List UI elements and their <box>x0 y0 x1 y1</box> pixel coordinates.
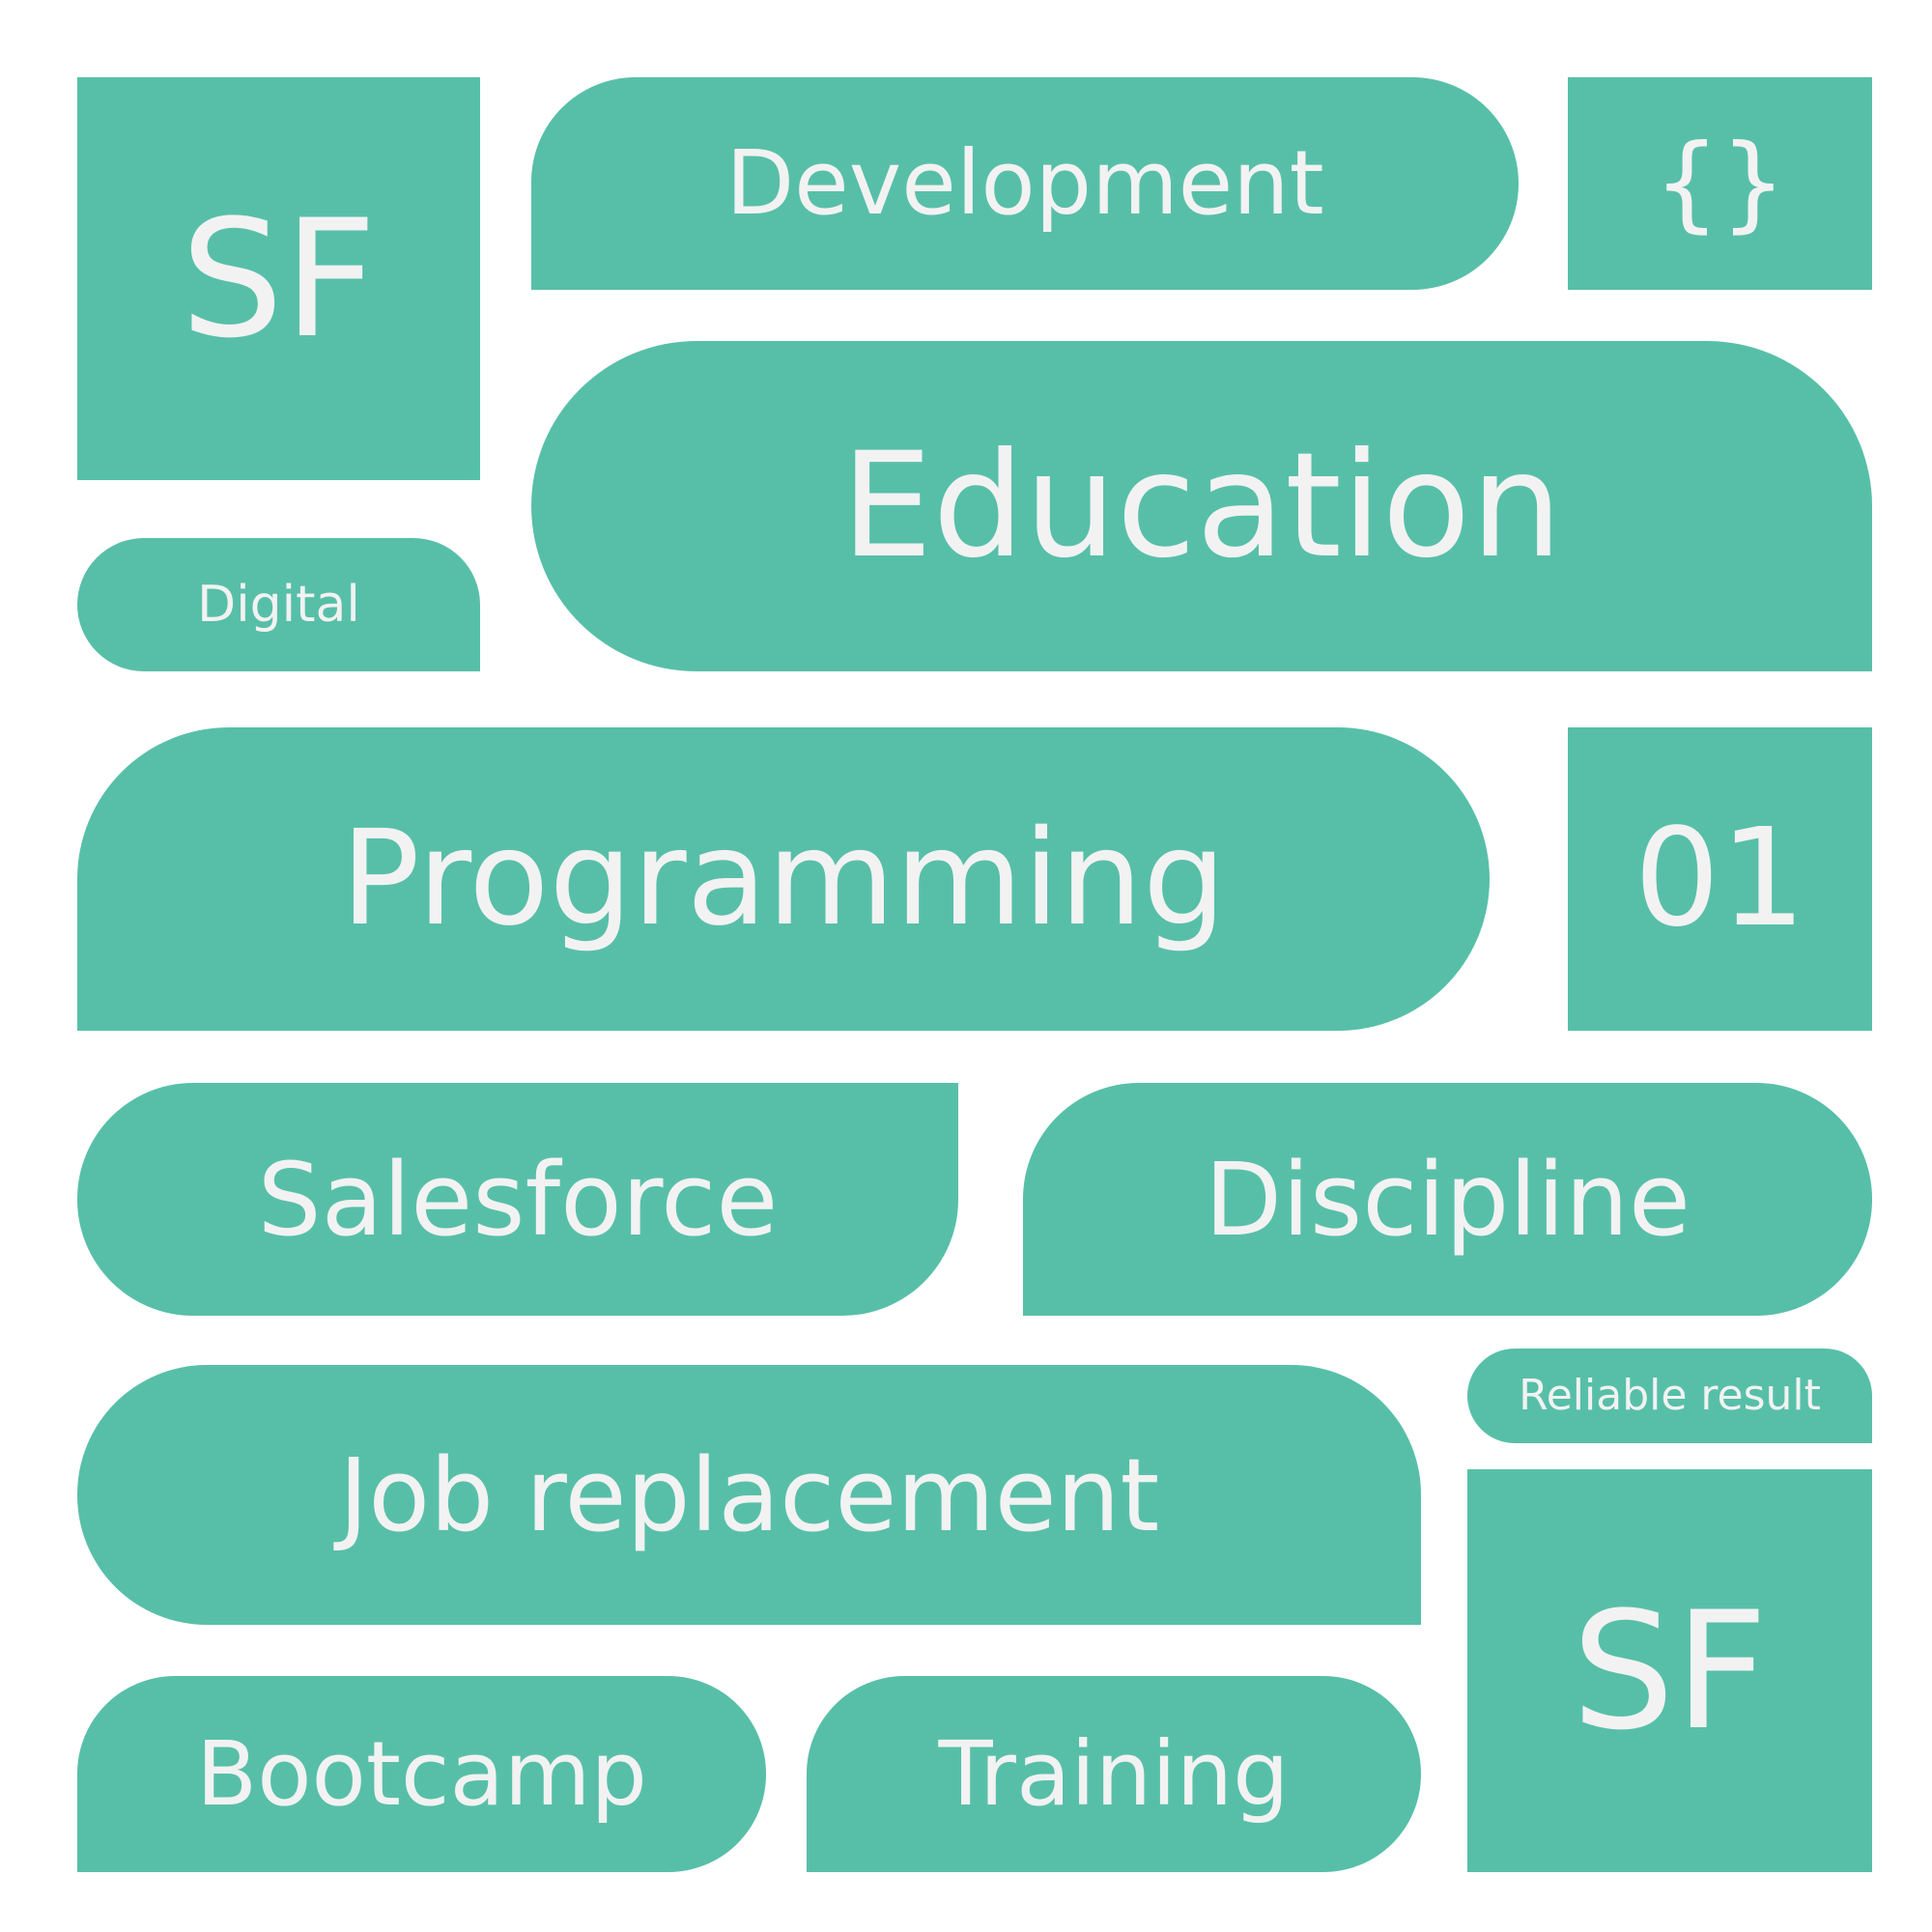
development-label: Development <box>725 131 1324 235</box>
number-label: 01 <box>1634 800 1806 957</box>
development-tile: Development <box>531 77 1519 290</box>
programming-tile: Programming <box>77 727 1490 1031</box>
job-replacement-tile: Job replacement <box>77 1365 1421 1625</box>
sf-logo-tile-top: SF <box>77 77 480 480</box>
curly-braces-icon: {} <box>1653 123 1787 243</box>
sf-logo-text-bottom: SF <box>1571 1576 1769 1766</box>
reliable-result-tile: Reliable result <box>1467 1349 1872 1443</box>
digital-tile: Digital <box>77 538 480 671</box>
digital-label: Digital <box>197 576 360 634</box>
training-tile: Training <box>807 1676 1421 1872</box>
sf-logo-tile-bottom: SF <box>1467 1469 1872 1872</box>
discipline-label: Discipline <box>1205 1140 1690 1259</box>
curly-braces-tile: {} <box>1568 77 1872 290</box>
salesforce-label: Salesforce <box>257 1140 779 1259</box>
salesforce-tile: Salesforce <box>77 1083 958 1316</box>
education-label: Education <box>840 422 1563 590</box>
bootcamp-label: Bootcamp <box>196 1721 647 1826</box>
bootcamp-tile: Bootcamp <box>77 1676 766 1872</box>
programming-label: Programming <box>340 803 1227 955</box>
discipline-tile: Discipline <box>1023 1083 1872 1316</box>
number-tile: 01 <box>1568 727 1872 1031</box>
training-label: Training <box>938 1721 1290 1826</box>
reliable-result-label: Reliable result <box>1519 1371 1821 1420</box>
education-tile: Education <box>531 341 1872 671</box>
sf-logo-text-top: SF <box>180 184 378 374</box>
job-replacement-label: Job replacement <box>338 1435 1160 1554</box>
